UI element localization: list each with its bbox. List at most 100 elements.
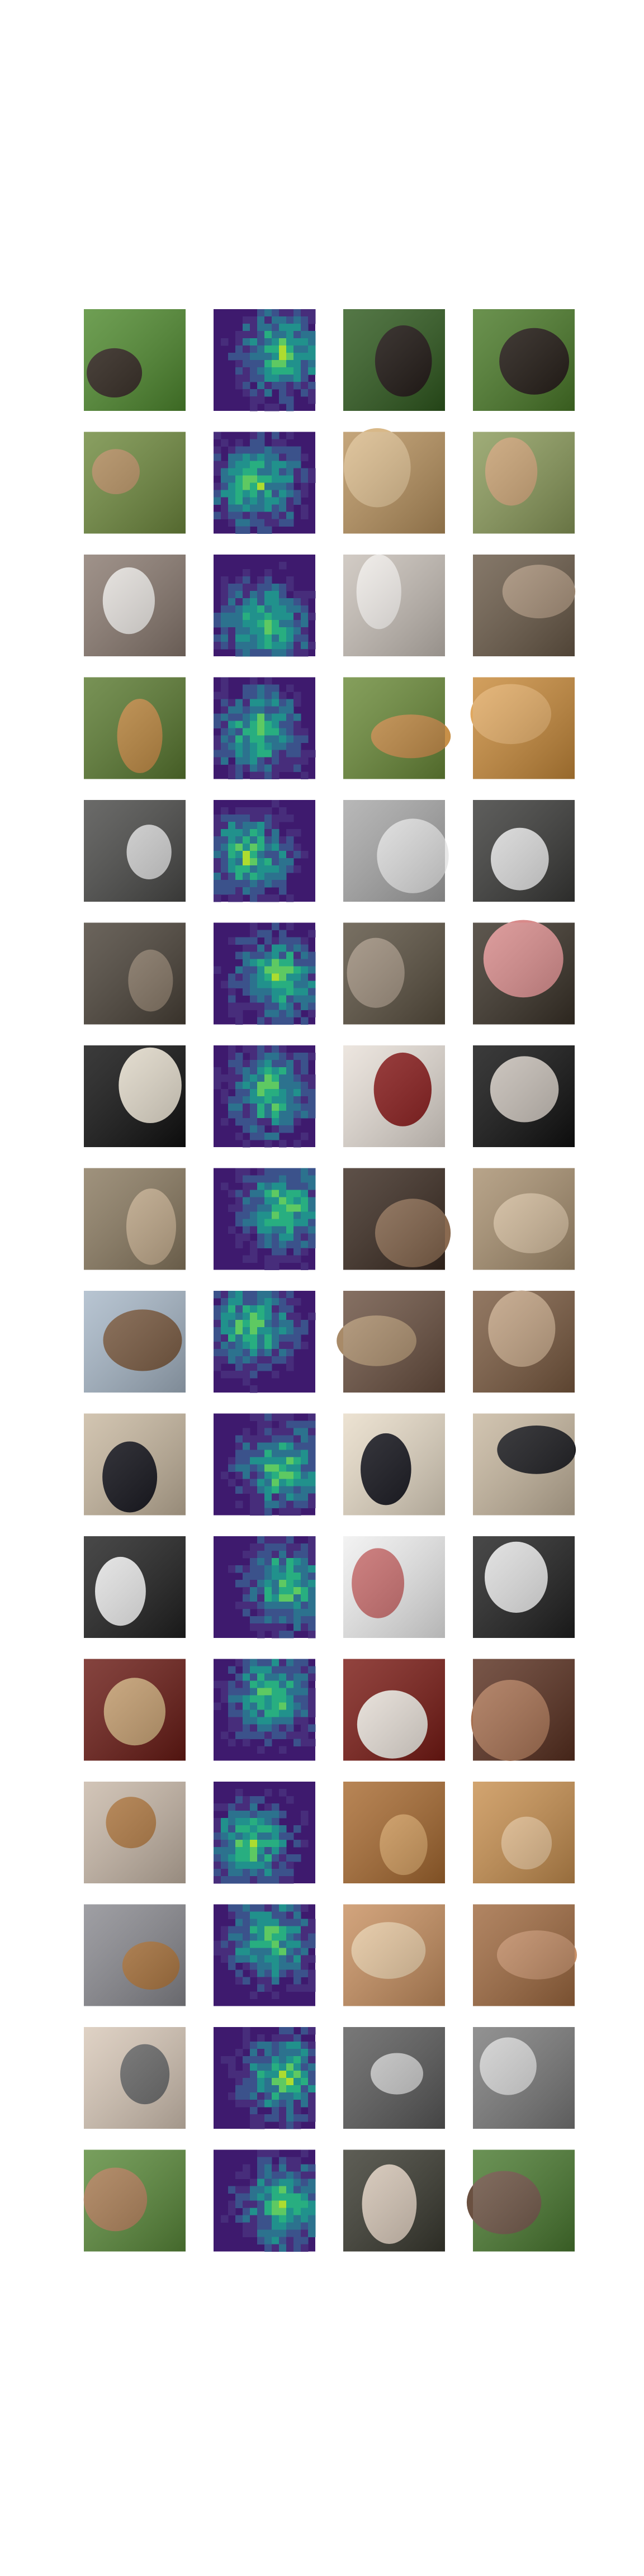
heatmap-cell <box>221 757 229 765</box>
heatmap-cell <box>264 1067 272 1075</box>
heatmap-cell <box>264 512 272 519</box>
heatmap-cell <box>243 1486 250 1494</box>
heatmap-cell <box>264 1948 272 1955</box>
heatmap-cell <box>286 2237 294 2244</box>
heatmap-cell <box>243 1948 250 1955</box>
heatmap-cell <box>235 1133 243 1140</box>
heatmap-cell <box>293 1435 301 1443</box>
heatmap-cell <box>308 1111 316 1119</box>
heatmap-cell <box>279 1789 287 1797</box>
heatmap-cell <box>221 1847 229 1855</box>
input-image <box>83 2149 186 2252</box>
heatmap-cell <box>286 404 294 411</box>
heatmap-cell <box>279 2100 287 2108</box>
heatmap-cell <box>221 692 229 699</box>
heatmap-cell <box>264 1074 272 1082</box>
heatmap-cell <box>257 2171 265 2179</box>
heatmap-cell <box>250 1796 258 1804</box>
heatmap-cell <box>308 1074 316 1082</box>
heatmap-cell <box>257 1211 265 1219</box>
heatmap-cell <box>214 1291 221 1299</box>
heatmap-cell <box>286 1876 294 1884</box>
heatmap-cell <box>293 2237 301 2244</box>
heatmap-cell <box>279 713 287 721</box>
heatmap-cell <box>308 2056 316 2064</box>
heatmap-cell <box>250 844 258 851</box>
heatmap-cell <box>257 851 265 859</box>
heatmap-cell <box>235 1291 243 1299</box>
heatmap-cell <box>272 2100 280 2108</box>
heatmap-cell <box>257 1818 265 1826</box>
heatmap-cell <box>257 338 265 346</box>
heatmap-cell <box>228 721 236 728</box>
heatmap-cell <box>250 1695 258 1703</box>
heatmap-cell <box>264 858 272 866</box>
heatmap-cell <box>272 1349 280 1357</box>
heatmap-cell <box>214 1940 221 1948</box>
input-image <box>84 1782 186 1883</box>
heatmap-cell <box>272 1104 280 1111</box>
heatmap-cell <box>221 497 229 505</box>
heatmap-cell <box>257 1363 265 1371</box>
heatmap-cell <box>264 1291 272 1299</box>
crop-image <box>473 309 575 411</box>
heatmap-cell <box>308 2229 316 2237</box>
heatmap-cell <box>286 642 294 650</box>
heatmap-cell <box>272 1371 280 1379</box>
heatmap-cell <box>293 1182 301 1190</box>
heatmap-cell <box>228 865 236 873</box>
heatmap-cell <box>301 504 309 512</box>
heatmap-cell <box>279 836 287 844</box>
heatmap-cell <box>308 360 316 368</box>
heatmap-cell <box>250 887 258 895</box>
heatmap-cell <box>272 1305 280 1313</box>
heatmap-cell <box>221 728 229 736</box>
heatmap-cell <box>279 396 287 404</box>
heatmap-cell <box>279 453 287 461</box>
heatmap-cell <box>257 2208 265 2215</box>
heatmap-cell <box>235 2186 243 2194</box>
heatmap-cell <box>293 1219 301 1227</box>
heatmap-cell <box>293 1168 301 1176</box>
heatmap-cell <box>257 490 265 498</box>
heatmap-cell <box>272 1442 280 1450</box>
heatmap-cell <box>286 1096 294 1104</box>
image-row <box>84 554 576 657</box>
heatmap-cell <box>293 1977 301 1985</box>
heatmap-cell <box>250 475 258 483</box>
heatmap-cell <box>228 1082 236 1090</box>
heatmap-cell <box>286 605 294 613</box>
heatmap-cell <box>279 2215 287 2223</box>
heatmap-cell <box>264 2208 272 2215</box>
heatmap-cell <box>257 699 265 707</box>
heatmap-cell <box>235 713 243 721</box>
heatmap-cell <box>279 1233 287 1241</box>
heatmap-cell <box>214 613 221 621</box>
heatmap-cell <box>235 627 243 635</box>
heatmap-cell <box>250 873 258 880</box>
heatmap-cell <box>257 1926 265 1934</box>
heatmap-cell <box>228 1840 236 1848</box>
heatmap-cell <box>272 1060 280 1068</box>
heatmap-cell <box>264 1876 272 1884</box>
crop-image <box>473 1782 575 1883</box>
heatmap-cell <box>279 858 287 866</box>
heatmap-cell <box>221 2215 229 2223</box>
heatmap-cell <box>235 1789 243 1797</box>
heatmap-cell <box>272 1067 280 1075</box>
heatmap-cell <box>250 1926 258 1934</box>
heatmap-cell <box>250 1371 258 1379</box>
heatmap-cell <box>308 475 316 483</box>
image-row <box>84 1290 575 1393</box>
heatmap-cell <box>301 1717 309 1725</box>
heatmap-cell <box>243 453 250 461</box>
heatmap-cell <box>279 2157 287 2165</box>
heatmap-cell <box>286 2193 294 2201</box>
heatmap-cell <box>235 728 243 736</box>
heatmap-cell <box>243 951 250 959</box>
heatmap-cell <box>301 1435 309 1443</box>
heatmap-cell <box>301 1666 309 1674</box>
heatmap-cell <box>286 944 294 952</box>
heatmap-cell <box>308 1002 316 1010</box>
heatmap-cell <box>250 865 258 873</box>
